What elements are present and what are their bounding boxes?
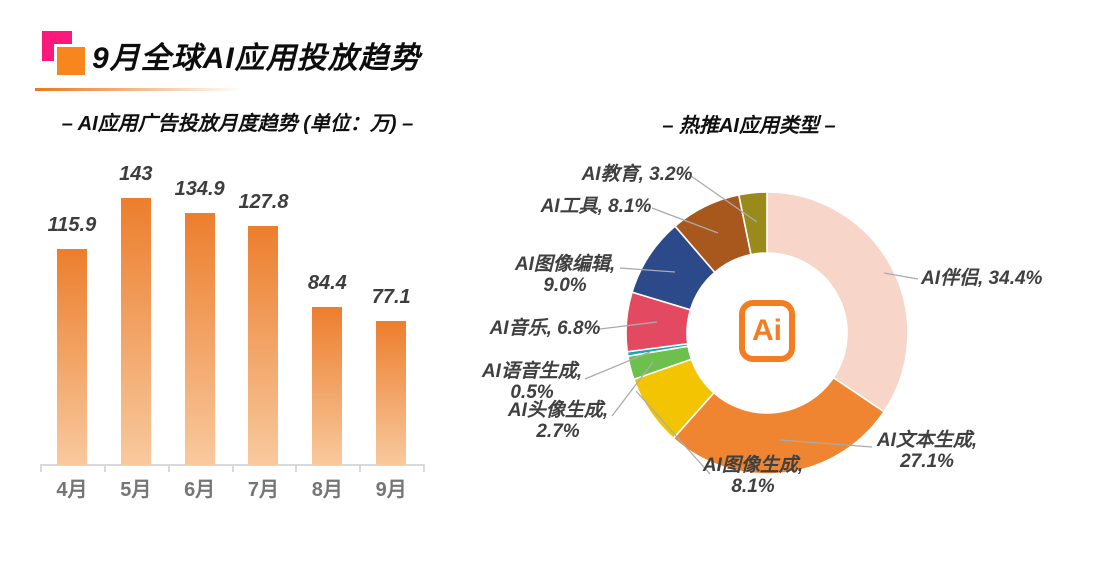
header-orange-square-icon <box>54 44 88 78</box>
donut-slice-AI教育 <box>738 191 768 256</box>
donut-leader-AI语音生成 <box>584 351 651 380</box>
x-axis-tick <box>167 464 170 472</box>
x-axis-label-7月: 7月 <box>247 479 280 501</box>
bar-chart-title: – AI应用广告投放月度趋势 (单位：万) – <box>61 113 414 135</box>
bar-value-9月: 77.1 <box>371 286 411 309</box>
donut-chart-title: – 热推AI应用类型 – <box>662 115 836 137</box>
x-axis-tick <box>423 464 426 472</box>
x-axis-label-8月: 8月 <box>311 479 343 501</box>
donut-leader-AI图像编辑 <box>619 267 676 273</box>
bar-9月 <box>376 321 407 465</box>
donut-leader-AI文本生成 <box>779 439 873 448</box>
x-axis-label-5月: 5月 <box>120 479 152 501</box>
donut-callout-AI工具: AI工具, 8.1% <box>540 196 652 217</box>
donut-slice-AI工具 <box>674 194 752 274</box>
bar-7月 <box>248 226 279 465</box>
donut-slice-AI图像生成 <box>633 358 715 440</box>
bar-value-4月: 115.9 <box>47 213 97 236</box>
x-axis-tick <box>295 464 298 472</box>
donut-callout-AI语音生成: AI语音生成, 0.5% <box>481 361 583 403</box>
page-title: 9月全球AI应用投放趋势 <box>92 42 421 75</box>
bar-value-5月: 143 <box>119 163 153 185</box>
bar-value-8月: 84.4 <box>307 272 347 295</box>
bar-6月 <box>184 213 215 465</box>
x-axis-tick <box>231 464 234 472</box>
donut-slice-AI头像生成 <box>627 345 693 381</box>
donut-leader-AI工具 <box>651 207 719 234</box>
donut-callout-AI图像生成: AI图像生成, 8.1% <box>702 455 804 497</box>
ai-logo: Ai <box>739 300 795 362</box>
donut-callout-AI头像生成: AI头像生成, 2.7% <box>507 400 609 442</box>
x-axis-label-6月: 6月 <box>184 479 216 501</box>
bar-5月 <box>120 198 151 465</box>
donut-leader-AI头像生成 <box>611 361 654 417</box>
donut-callout-AI音乐: AI音乐, 6.8% <box>489 318 601 339</box>
x-axis-label-4月: 4月 <box>56 479 88 501</box>
donut-callout-AI图像编辑: AI图像编辑, 9.0% <box>514 254 616 296</box>
donut-leader-AI图像生成 <box>635 390 711 475</box>
header-divider <box>35 88 243 91</box>
x-axis-tick <box>359 464 362 472</box>
donut-slice-AI语音生成 <box>626 342 689 357</box>
x-axis-tick <box>103 464 106 472</box>
bar-4月 <box>56 248 87 465</box>
donut-leader-AI教育 <box>690 175 758 223</box>
donut-leader-AI伴侣 <box>883 272 919 280</box>
donut-callout-AI伴侣: AI伴侣, 34.4% <box>921 268 1043 289</box>
donut-slice-AI图像编辑 <box>631 225 716 311</box>
donut-callout-AI文本生成: AI文本生成, 27.1% <box>876 430 978 472</box>
donut-callout-AI教育: AI教育, 3.2% <box>581 164 693 185</box>
donut-leader-AI音乐 <box>599 321 658 330</box>
bar-value-6月: 134.9 <box>174 178 225 201</box>
bar-value-7月: 127.8 <box>238 191 289 214</box>
donut-slice-AI音乐 <box>625 291 692 353</box>
x-axis-label-9月: 9月 <box>375 479 407 501</box>
bar-8月 <box>312 307 343 465</box>
x-axis-tick <box>40 464 42 472</box>
